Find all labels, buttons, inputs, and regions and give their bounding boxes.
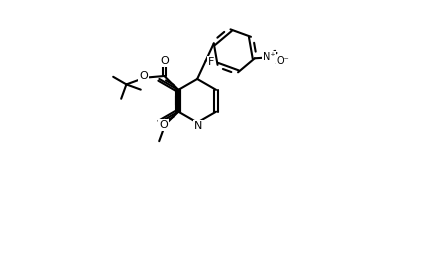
- Text: F: F: [208, 57, 214, 67]
- Text: N: N: [194, 121, 202, 131]
- Text: O: O: [139, 71, 147, 81]
- Text: O: O: [159, 120, 168, 130]
- Text: O⁻: O⁻: [276, 56, 289, 66]
- Text: N⁺: N⁺: [262, 52, 274, 62]
- Text: O: O: [160, 56, 169, 66]
